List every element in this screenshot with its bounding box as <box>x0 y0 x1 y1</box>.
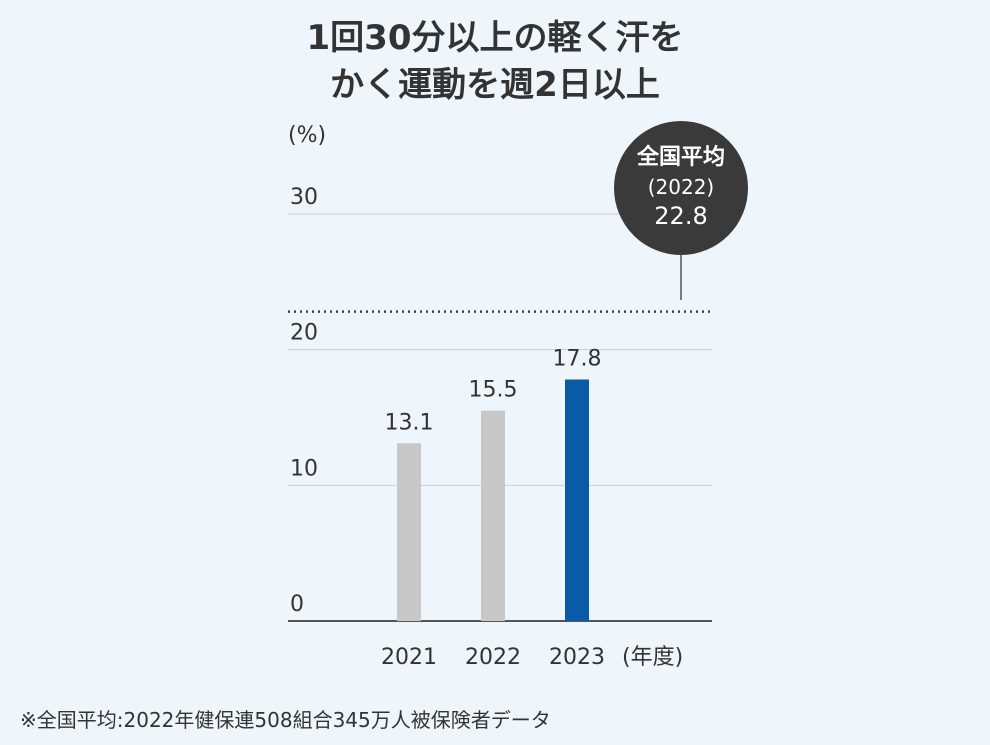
bar-chart: 1回30分以上の軽く汗を かく運動を週2日以上 (%) 0 10 20 30 13.1… <box>288 18 748 670</box>
bar-2023 <box>565 379 589 621</box>
bar-value-labels: 13.1 15.5 17.8 <box>385 347 602 436</box>
badge-circle <box>614 121 748 255</box>
y-tick-label: 20 <box>290 321 318 346</box>
footnote: ※全国平均:2022年健保連508組合345万人被保険者データ <box>20 708 551 732</box>
chart-title-line-1: 1回30分以上の軽く汗を <box>307 18 684 58</box>
x-tick-label: 2021 <box>381 645 437 670</box>
bar-value-label: 17.8 <box>553 347 602 372</box>
bar-value-label: 15.5 <box>469 378 518 403</box>
y-tick-label: 0 <box>290 592 304 617</box>
badge-label-line: 全国平均 <box>636 144 725 170</box>
bar-2022 <box>481 410 505 621</box>
x-axis-unit-label: (年度) <box>622 645 683 670</box>
national-average-badge: 全国平均 (2022) 22.8 <box>614 121 748 300</box>
y-axis-ticks: 0 10 20 30 <box>290 185 318 617</box>
y-tick-label: 30 <box>290 185 318 210</box>
badge-label-line: (2022) <box>648 175 715 199</box>
y-tick-label: 10 <box>290 456 318 481</box>
x-tick-label: 2022 <box>465 645 521 670</box>
x-tick-label: 2023 <box>549 645 605 670</box>
y-axis-unit-label: (%) <box>288 123 326 148</box>
bars <box>397 379 589 621</box>
chart-title: 1回30分以上の軽く汗を かく運動を週2日以上 <box>307 18 684 105</box>
chart-title-line-2: かく運動を週2日以上 <box>330 65 660 105</box>
bar-2021 <box>397 443 421 621</box>
x-axis-ticks: 2021 2022 2023 <box>381 645 605 670</box>
badge-label-line: 22.8 <box>654 202 707 230</box>
bar-value-label: 13.1 <box>385 410 434 435</box>
